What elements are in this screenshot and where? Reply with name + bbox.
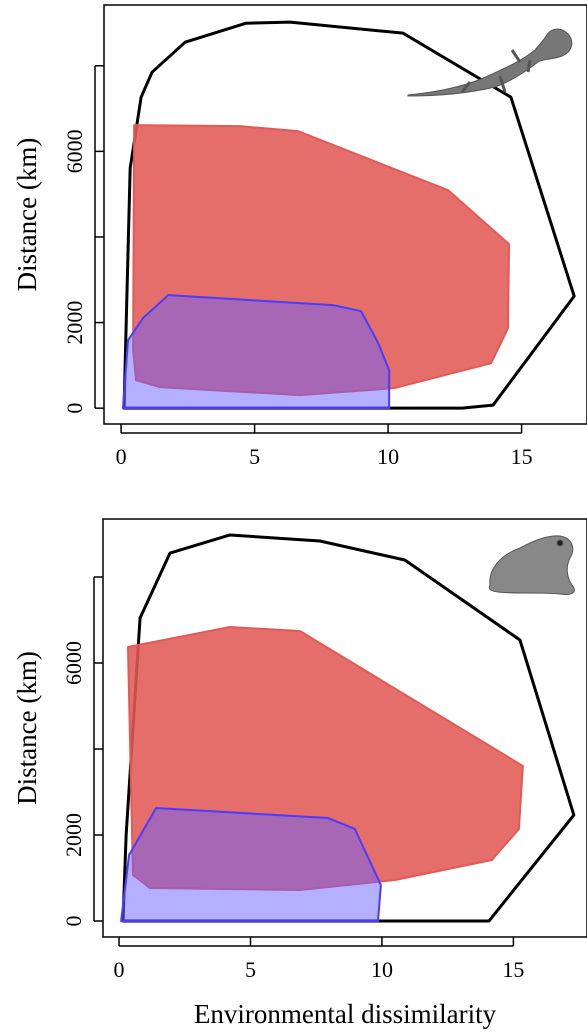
y-axis-label: Distance (km) [12,138,42,292]
y-tick-label: 0 [62,403,87,414]
panel: 0 5 10 15 0 2000 6000 Distance (km) Environmenta… [12,519,587,1029]
x-axis-label: Environmental dissimilarity [194,999,497,1029]
y-tick-label: 2000 [61,813,86,857]
hull [121,808,381,921]
y-axis-label: Distance (km) [12,651,42,805]
chart: 0 5 10 15 0 2000 6000 Distance (km) 0 5 10 15 0 2000 6… [0,0,587,1034]
x-tick-label: 10 [377,444,399,469]
x-tick-label: 5 [245,957,256,982]
y-tick-label: 6000 [61,641,86,685]
y-tick-label: 0 [61,916,86,927]
lizard-icon [408,29,572,96]
y-tick-label: 2000 [62,301,87,345]
x-tick-label: 5 [249,444,260,469]
frog-icon [489,536,574,595]
x-tick-label: 15 [502,957,524,982]
x-tick-label: 15 [511,444,533,469]
x-tick-label: 0 [116,444,127,469]
x-tick-label: 10 [371,957,393,982]
y-tick-label: 6000 [62,129,87,173]
x-tick-label: 0 [114,957,125,982]
hull [123,295,389,408]
